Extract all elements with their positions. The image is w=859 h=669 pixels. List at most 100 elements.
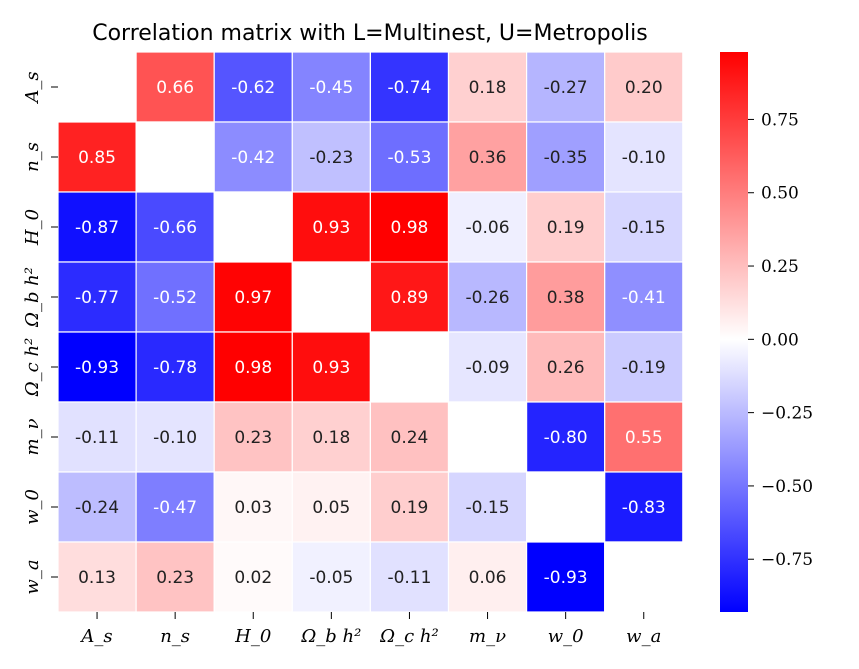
colorbar-gradient <box>720 52 748 612</box>
cell-value-label: 0.66 <box>156 78 194 98</box>
heatmap-cell <box>369 261 450 333</box>
row-tick-label: w_a <box>22 559 43 594</box>
heatmap-cell <box>57 51 137 123</box>
col-tick-label: Ω_c h² <box>379 626 439 647</box>
heatmap-cell <box>604 541 684 613</box>
cell-value-label: -0.83 <box>622 498 666 518</box>
heatmap-cell <box>57 331 137 403</box>
cell-value-label: -0.09 <box>466 358 510 378</box>
cell-value-label: 0.55 <box>625 428 663 448</box>
heatmap-cell <box>604 471 684 543</box>
cell-value-label: -0.05 <box>309 568 353 588</box>
cell-value-label: 0.19 <box>547 218 585 238</box>
heatmap-cell <box>57 261 137 333</box>
heatmap-cell <box>135 401 215 473</box>
cell-value-label: 0.05 <box>312 498 350 518</box>
heatmap-cell <box>525 261 606 333</box>
heatmap-cell <box>447 121 528 193</box>
row-tick-label: A_s <box>22 71 43 104</box>
cell-value-label: 0.98 <box>234 358 272 378</box>
col-tick-label: Ω_b h² <box>300 626 361 647</box>
heatmap-cell <box>57 401 137 473</box>
cell-value-label: -0.26 <box>466 288 510 308</box>
col-tick-label: H_0 <box>234 626 271 647</box>
col-tick-label: m_ν <box>469 626 506 647</box>
cell-value-label: 0.20 <box>625 78 663 98</box>
colorbar-tick-label: −0.25 <box>761 404 813 424</box>
cell-value-label: -0.87 <box>75 218 119 238</box>
heatmap-cell <box>291 401 371 473</box>
cell-value-label: 0.06 <box>469 568 507 588</box>
cell-value-label: 0.93 <box>312 358 350 378</box>
cell-value-label: -0.66 <box>153 218 197 238</box>
cell-value-label: 0.85 <box>78 148 116 168</box>
colorbar-tick-label: 0.25 <box>761 257 799 277</box>
cell-value-label: -0.77 <box>75 288 119 308</box>
heatmap-cell <box>135 191 215 263</box>
row-tick-label: m_ν <box>22 418 43 455</box>
cell-value-label: -0.42 <box>231 148 275 168</box>
cell-value-label: -0.62 <box>231 78 275 98</box>
cell-value-label: -0.11 <box>387 568 431 588</box>
heatmap-cell <box>447 401 528 473</box>
heatmap-cell <box>369 331 450 403</box>
row-tick-label: Ω_c h² <box>22 338 43 398</box>
heatmap-cell <box>135 541 215 613</box>
heatmap-cell <box>291 471 371 543</box>
row-tick-labels: A_s n_s H_0 Ω_b h² Ω_c h² m_ν w_0 w_a <box>22 71 58 595</box>
col-tick-label: A_s <box>79 626 112 647</box>
cell-value-label: -0.53 <box>387 148 431 168</box>
heatmap-cell <box>291 541 371 613</box>
heatmap-cell <box>291 191 371 263</box>
heatmap-cell <box>369 471 450 543</box>
cell-value-label: 0.89 <box>391 288 429 308</box>
heatmap-cell <box>447 471 528 543</box>
cell-value-label: -0.93 <box>75 358 119 378</box>
heatmap-cell <box>213 331 293 403</box>
cell-value-label: -0.11 <box>75 428 119 448</box>
cell-value-label: -0.78 <box>153 358 197 378</box>
cell-value-label: -0.35 <box>544 148 588 168</box>
cell-value-label: -0.27 <box>544 78 588 98</box>
row-tick-label: H_0 <box>22 209 43 246</box>
col-tick-label: w_0 <box>548 626 584 647</box>
cell-value-label: 0.13 <box>78 568 116 588</box>
colorbar-tick-label: 0.75 <box>761 110 799 130</box>
heatmap-cell <box>135 51 215 123</box>
cell-value-label: 0.02 <box>234 568 272 588</box>
heatmap-cell <box>525 541 606 613</box>
heatmap-cell <box>369 541 450 613</box>
colorbar-tick-label: 0.50 <box>761 184 799 204</box>
cell-value-label: -0.10 <box>153 428 197 448</box>
heatmap-cells: 0.66 -0.62 -0.45 -0.74 0.18 -0.27 0.20 0.85 -0.4… <box>57 51 684 613</box>
heatmap-cell <box>447 191 528 263</box>
heatmap-cell <box>604 401 684 473</box>
heatmap-cell <box>57 471 137 543</box>
heatmap-cell <box>135 261 215 333</box>
heatmap-cell <box>135 121 215 193</box>
cell-value-label: 0.24 <box>391 428 429 448</box>
row-tick-label: Ω_b h² <box>22 267 43 328</box>
heatmap-cell <box>291 51 371 123</box>
heatmap-cell <box>525 191 606 263</box>
heatmap-cell <box>291 121 371 193</box>
cell-value-label: 0.93 <box>312 218 350 238</box>
heatmap-cell <box>604 191 684 263</box>
cell-value-label: -0.80 <box>544 428 588 448</box>
colorbar-tick-label: −0.50 <box>761 477 813 497</box>
col-tick-label: w_a <box>626 626 661 647</box>
colorbar-tick-label: 0.00 <box>761 330 799 350</box>
cell-value-label: 0.38 <box>547 288 585 308</box>
cell-value-label: -0.23 <box>309 148 353 168</box>
cell-value-label: 0.23 <box>234 428 272 448</box>
cell-value-label: -0.15 <box>466 498 510 518</box>
cell-value-label: 0.18 <box>312 428 350 448</box>
cell-value-label: 0.97 <box>234 288 272 308</box>
cell-value-label: 0.26 <box>547 358 585 378</box>
cell-value-label: -0.52 <box>153 288 197 308</box>
heatmap-cell <box>604 121 684 193</box>
row-tick-label: w_0 <box>22 489 43 525</box>
heatmap-cell <box>213 471 293 543</box>
